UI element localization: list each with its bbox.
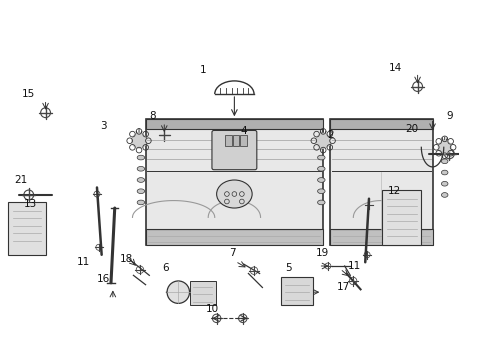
Text: 9: 9 bbox=[446, 112, 453, 121]
Text: 10: 10 bbox=[205, 304, 219, 314]
Bar bbox=[330, 119, 433, 129]
Text: 7: 7 bbox=[229, 248, 236, 258]
Text: 11: 11 bbox=[76, 257, 90, 267]
Text: 18: 18 bbox=[120, 253, 133, 264]
Ellipse shape bbox=[137, 200, 145, 205]
Text: 4: 4 bbox=[241, 126, 247, 136]
Ellipse shape bbox=[441, 193, 448, 197]
Text: 17: 17 bbox=[337, 283, 350, 292]
Text: 14: 14 bbox=[389, 63, 402, 73]
Ellipse shape bbox=[318, 200, 325, 205]
FancyBboxPatch shape bbox=[8, 202, 46, 255]
Circle shape bbox=[316, 133, 331, 148]
Text: 6: 6 bbox=[162, 263, 169, 273]
Ellipse shape bbox=[137, 166, 145, 171]
Text: 16: 16 bbox=[97, 274, 110, 284]
Text: 15: 15 bbox=[22, 89, 35, 99]
Ellipse shape bbox=[137, 178, 145, 182]
Text: 3: 3 bbox=[100, 121, 107, 131]
Bar bbox=[225, 135, 232, 147]
Bar bbox=[146, 229, 323, 246]
FancyBboxPatch shape bbox=[190, 281, 216, 305]
Text: 21: 21 bbox=[15, 175, 28, 185]
Text: 12: 12 bbox=[388, 186, 401, 196]
Text: 8: 8 bbox=[149, 112, 155, 121]
Circle shape bbox=[167, 281, 190, 303]
Text: 19: 19 bbox=[316, 248, 329, 258]
Ellipse shape bbox=[137, 155, 145, 160]
Circle shape bbox=[438, 141, 451, 154]
FancyBboxPatch shape bbox=[281, 277, 313, 305]
Ellipse shape bbox=[318, 166, 325, 171]
Text: 2: 2 bbox=[327, 130, 334, 140]
Bar bbox=[146, 119, 323, 246]
Ellipse shape bbox=[137, 189, 145, 194]
Text: 13: 13 bbox=[24, 199, 37, 209]
FancyBboxPatch shape bbox=[382, 190, 421, 246]
Ellipse shape bbox=[441, 170, 448, 175]
Text: 5: 5 bbox=[285, 263, 292, 273]
FancyBboxPatch shape bbox=[212, 130, 257, 170]
Ellipse shape bbox=[318, 155, 325, 160]
Bar bbox=[146, 119, 323, 129]
Ellipse shape bbox=[441, 159, 448, 164]
Bar bbox=[240, 135, 246, 147]
Bar bbox=[233, 135, 239, 147]
Bar bbox=[330, 119, 433, 246]
Circle shape bbox=[131, 133, 147, 148]
Text: 20: 20 bbox=[405, 123, 418, 134]
Ellipse shape bbox=[318, 178, 325, 182]
Ellipse shape bbox=[441, 181, 448, 186]
Text: 11: 11 bbox=[347, 261, 361, 271]
Text: 1: 1 bbox=[200, 65, 207, 75]
Ellipse shape bbox=[217, 180, 252, 208]
Ellipse shape bbox=[318, 189, 325, 194]
Bar bbox=[330, 229, 433, 246]
